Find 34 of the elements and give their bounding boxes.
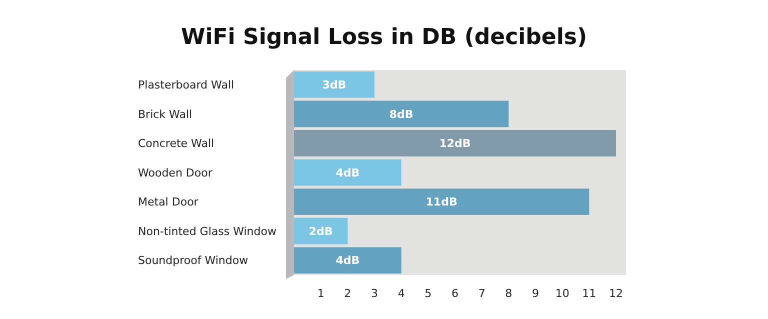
bar <box>294 100 509 128</box>
x-tick-label: 12 <box>609 287 623 300</box>
x-tick-label: 3 <box>371 287 378 300</box>
data-label: 2dB <box>308 224 333 238</box>
bar <box>294 218 348 244</box>
x-tick-label: 11 <box>582 287 596 300</box>
y-tick-label: Plasterboard Wall <box>138 78 234 92</box>
bar <box>294 71 374 98</box>
y-tick-label: Soundproof Window <box>138 254 248 268</box>
data-label: 12dB <box>439 137 471 150</box>
bar <box>294 247 402 274</box>
bar <box>294 159 402 186</box>
x-tick-label: 4 <box>398 287 405 300</box>
data-label: 8dB <box>389 108 414 121</box>
chart-title: WiFi Signal Loss in DB (decibels) <box>180 25 588 50</box>
bar <box>294 130 616 156</box>
x-tick-label: 10 <box>555 287 570 300</box>
x-tick-label: 8 <box>505 287 512 300</box>
x-tick-label: 9 <box>532 287 539 300</box>
x-tick-label: 1 <box>317 287 324 300</box>
x-tick-label: 6 <box>452 287 458 300</box>
x-tick-label: 7 <box>478 287 486 300</box>
data-label: 4dB <box>336 254 360 268</box>
y-tick-label: Brick Wall <box>138 108 192 121</box>
x-tick-label: 5 <box>424 287 432 300</box>
y-tick-label: Concrete Wall <box>138 137 214 150</box>
bar <box>294 188 590 215</box>
data-label: 4dB <box>336 166 360 180</box>
data-label: 3dB <box>322 78 346 92</box>
x-tick-label: 2 <box>344 287 352 300</box>
y-tick-label: Metal Door <box>138 196 199 209</box>
data-label: 11dB <box>426 196 458 209</box>
y-tick-label: Non-tinted Glass Window <box>138 224 276 238</box>
y-tick-label: Wooden Door <box>138 166 213 180</box>
